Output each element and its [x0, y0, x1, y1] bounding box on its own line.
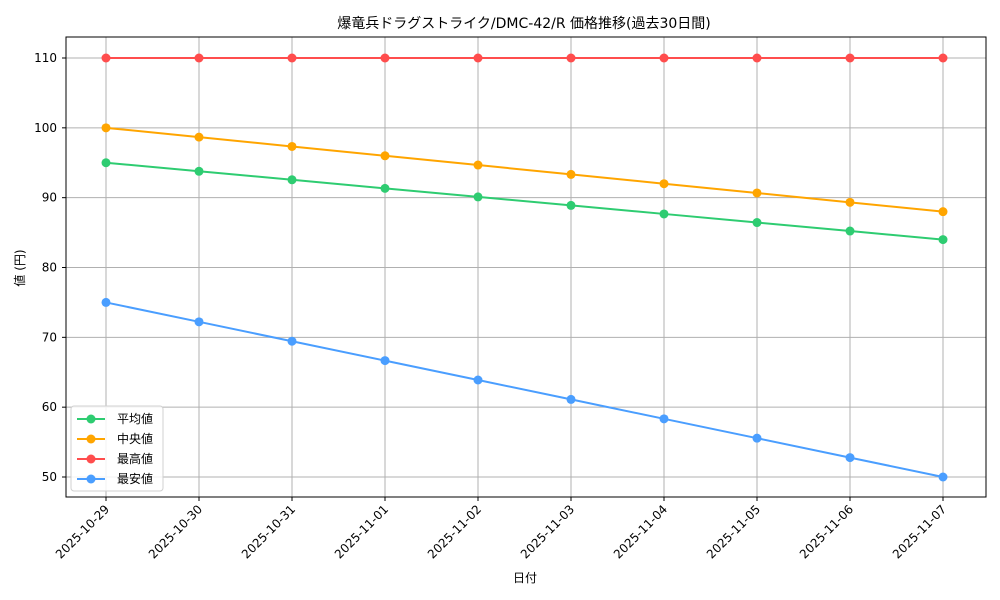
data-point: [845, 53, 855, 63]
y-tick-label: 80: [42, 261, 57, 275]
x-tick-label: 2025-11-02: [425, 502, 484, 561]
legend-marker: [86, 434, 96, 444]
data-point: [101, 158, 111, 168]
series-line: [105, 301, 944, 478]
x-tick-label: 2025-11-04: [611, 502, 670, 561]
data-point: [473, 160, 483, 170]
y-tick-label: 90: [42, 191, 57, 205]
data-point: [566, 200, 576, 210]
data-point: [659, 53, 669, 63]
data-point: [938, 207, 948, 217]
y-tick-label: 60: [42, 400, 57, 414]
x-tick-label: 2025-10-30: [146, 502, 205, 561]
data-point: [938, 53, 948, 63]
data-point: [845, 226, 855, 236]
y-tick-label: 50: [42, 470, 57, 484]
data-point: [194, 132, 204, 142]
series-0: [101, 158, 948, 245]
x-axis: 2025-10-29 2025-10-30 2025-10-31 2025-11-01…: [53, 497, 949, 561]
x-tick-label: 2025-11-01: [332, 502, 391, 561]
data-point: [845, 197, 855, 207]
legend-marker: [86, 414, 96, 424]
y-tick-label: 110: [34, 51, 57, 65]
data-point: [473, 53, 483, 63]
data-point: [938, 472, 948, 482]
y-tick-label: 100: [34, 121, 57, 135]
chart-title: 爆竜兵ドラグストライク/DMC-42/R 価格推移(過去30日間): [337, 15, 711, 32]
legend-box: [70, 405, 164, 492]
data-point: [380, 53, 390, 63]
data-point: [566, 169, 576, 179]
data-point: [473, 192, 483, 202]
data-point: [566, 394, 576, 404]
x-tick-label: 2025-11-03: [518, 502, 577, 561]
legend-label: 最安値: [117, 471, 153, 486]
legend-label: 平均値: [117, 411, 153, 426]
y-tick-label: 70: [42, 330, 57, 344]
data-point: [380, 183, 390, 193]
data-point: [752, 188, 762, 198]
legend-label: 中央値: [117, 431, 153, 446]
data-point: [287, 141, 297, 151]
data-point: [287, 336, 297, 346]
data-point: [752, 53, 762, 63]
series-layer: [101, 53, 948, 482]
data-point: [101, 123, 111, 133]
data-point: [101, 53, 111, 63]
data-point: [752, 433, 762, 443]
y-axis-label: 値 (円): [12, 249, 27, 286]
data-point: [659, 209, 669, 219]
data-point: [194, 317, 204, 327]
data-point: [659, 179, 669, 189]
x-tick-label: 2025-10-31: [239, 502, 298, 561]
data-point: [101, 297, 111, 307]
series-3: [101, 297, 948, 482]
legend-marker: [86, 474, 96, 484]
x-tick-label: 2025-11-05: [704, 502, 763, 561]
data-point: [752, 218, 762, 228]
legend-marker: [86, 454, 96, 464]
data-point: [845, 453, 855, 463]
series-2: [101, 53, 948, 63]
x-tick-label: 2025-11-07: [890, 502, 949, 561]
data-point: [566, 53, 576, 63]
data-point: [287, 53, 297, 63]
y-axis: 50 60 70 80 90 100 110: [34, 51, 66, 484]
x-axis-label: 日付: [513, 571, 537, 585]
data-point: [380, 356, 390, 366]
data-point: [473, 375, 483, 385]
series-1: [101, 123, 948, 217]
grid-lines: [66, 37, 986, 497]
data-point: [194, 53, 204, 63]
x-tick-label: 2025-10-29: [53, 502, 112, 561]
data-point: [380, 151, 390, 161]
x-tick-label: 2025-11-06: [797, 502, 856, 561]
data-point: [938, 235, 948, 245]
legend-label: 最高値: [117, 451, 153, 466]
series-line: [105, 161, 944, 241]
series-line: [105, 126, 944, 213]
data-point: [287, 175, 297, 185]
data-point: [659, 414, 669, 424]
data-point: [194, 166, 204, 176]
